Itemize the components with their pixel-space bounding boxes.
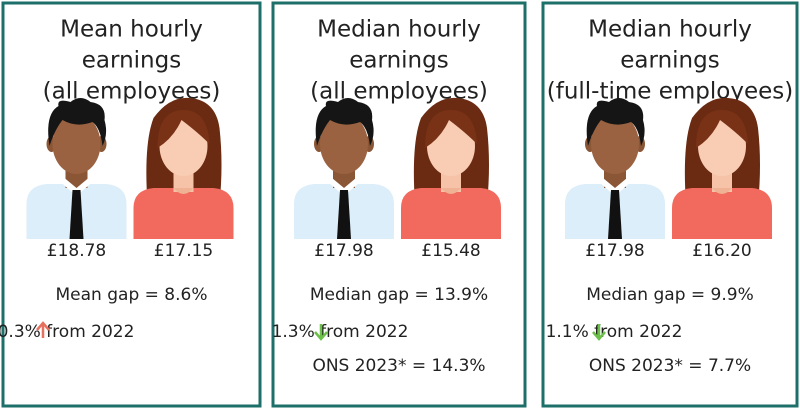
down-arrow	[592, 324, 606, 341]
ons-text: ONS 2023* = 7.7%	[589, 356, 751, 376]
card-title: earnings	[349, 48, 448, 74]
card-title: Median hourly	[588, 17, 752, 43]
male-value: £17.98	[314, 241, 373, 261]
card-title: Median hourly	[317, 17, 481, 43]
change-text: 1.1% from 2022	[546, 322, 683, 342]
female-value: £17.15	[154, 241, 213, 261]
up-arrow	[36, 321, 50, 338]
gap-text: Median gap = 9.9%	[586, 285, 753, 305]
gap-text: Median gap = 13.9%	[310, 285, 488, 305]
change-text: 0.3% from 2022	[0, 322, 134, 342]
female-value: £15.48	[421, 241, 480, 261]
down-arrow	[314, 324, 328, 341]
card-title: earnings	[620, 48, 719, 74]
card-title: (full-time employees)	[547, 79, 794, 105]
male-value: £18.78	[47, 241, 106, 261]
change-text: 1.3% from 2022	[272, 322, 409, 342]
card-title: Mean hourly	[60, 17, 203, 43]
ons-text: ONS 2023* = 14.3%	[312, 356, 485, 376]
gap-text: Mean gap = 8.6%	[56, 285, 208, 305]
female-value: £16.20	[692, 241, 751, 261]
card-title: earnings	[82, 48, 181, 74]
male-value: £17.98	[585, 241, 644, 261]
